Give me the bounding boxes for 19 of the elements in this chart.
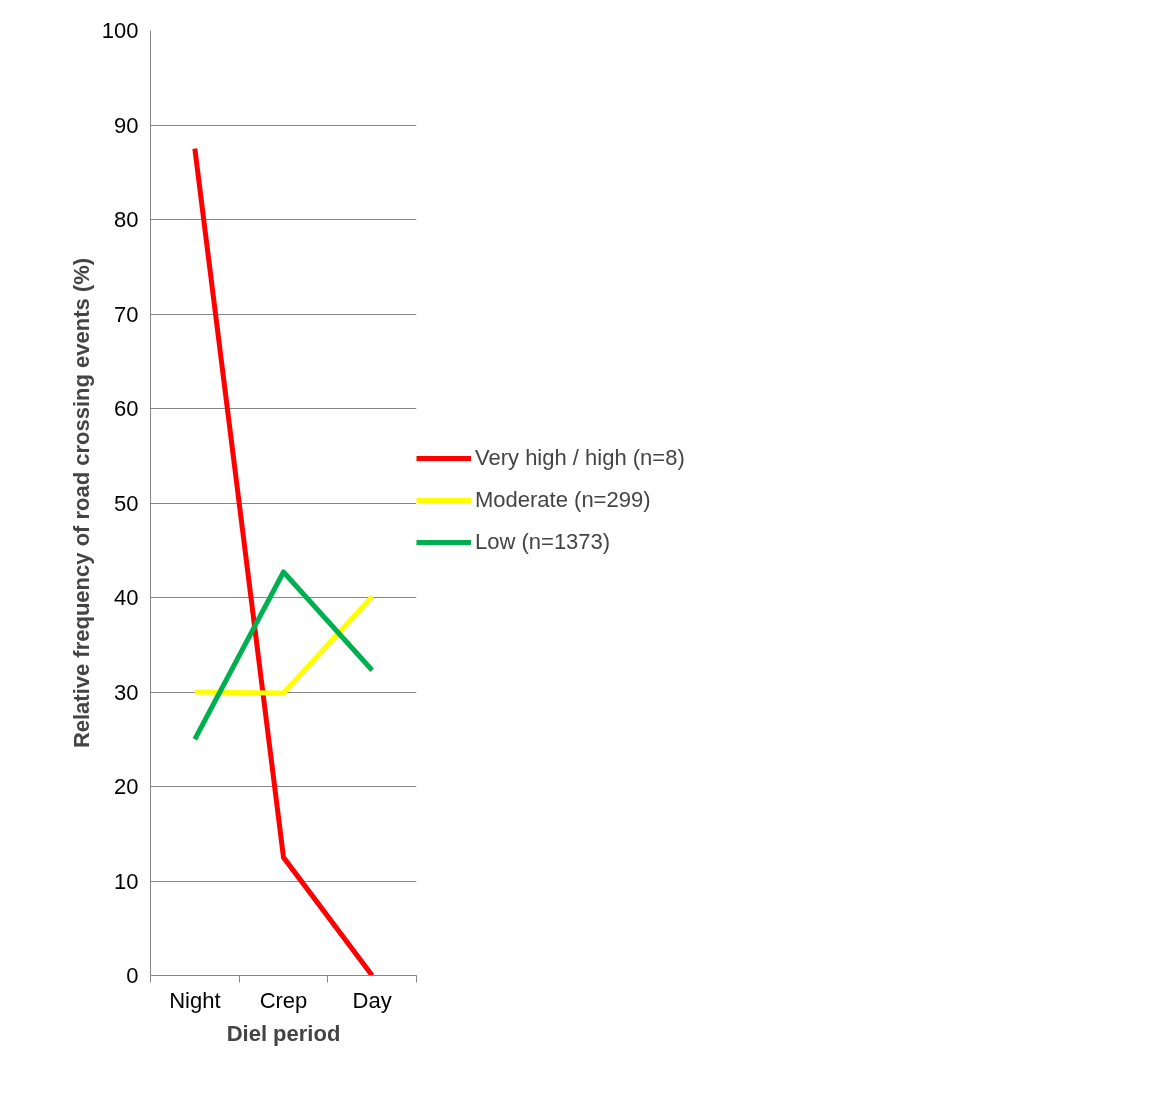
y-tick-label: 60 <box>114 396 139 421</box>
y-tick-label: 0 <box>126 963 139 988</box>
y-tick-label: 40 <box>114 585 139 610</box>
x-tick-label: Night <box>169 987 221 1013</box>
y-tick-label: 50 <box>114 490 139 516</box>
y-tick-label: 30 <box>114 679 139 705</box>
x-tick-label: Day <box>352 987 392 1013</box>
legend-label: Low (n=1373) <box>475 529 611 555</box>
y-tick-label: 100 <box>101 18 139 43</box>
y-tick-label: 70 <box>114 301 139 327</box>
y-axis-title: Relative frequency of road crossing events (%) <box>68 257 94 749</box>
legend-label: Moderate (n=299) <box>475 487 651 513</box>
x-tick-label: Crep <box>259 987 308 1013</box>
y-tick-label: 10 <box>114 868 139 894</box>
y-tick-label: 90 <box>114 112 139 138</box>
y-tick-label: 80 <box>114 207 139 232</box>
legend-label: Very high / high (n=8) <box>475 445 685 471</box>
x-axis-title: Diel period <box>226 1020 341 1046</box>
y-tick-label: 20 <box>114 774 139 799</box>
